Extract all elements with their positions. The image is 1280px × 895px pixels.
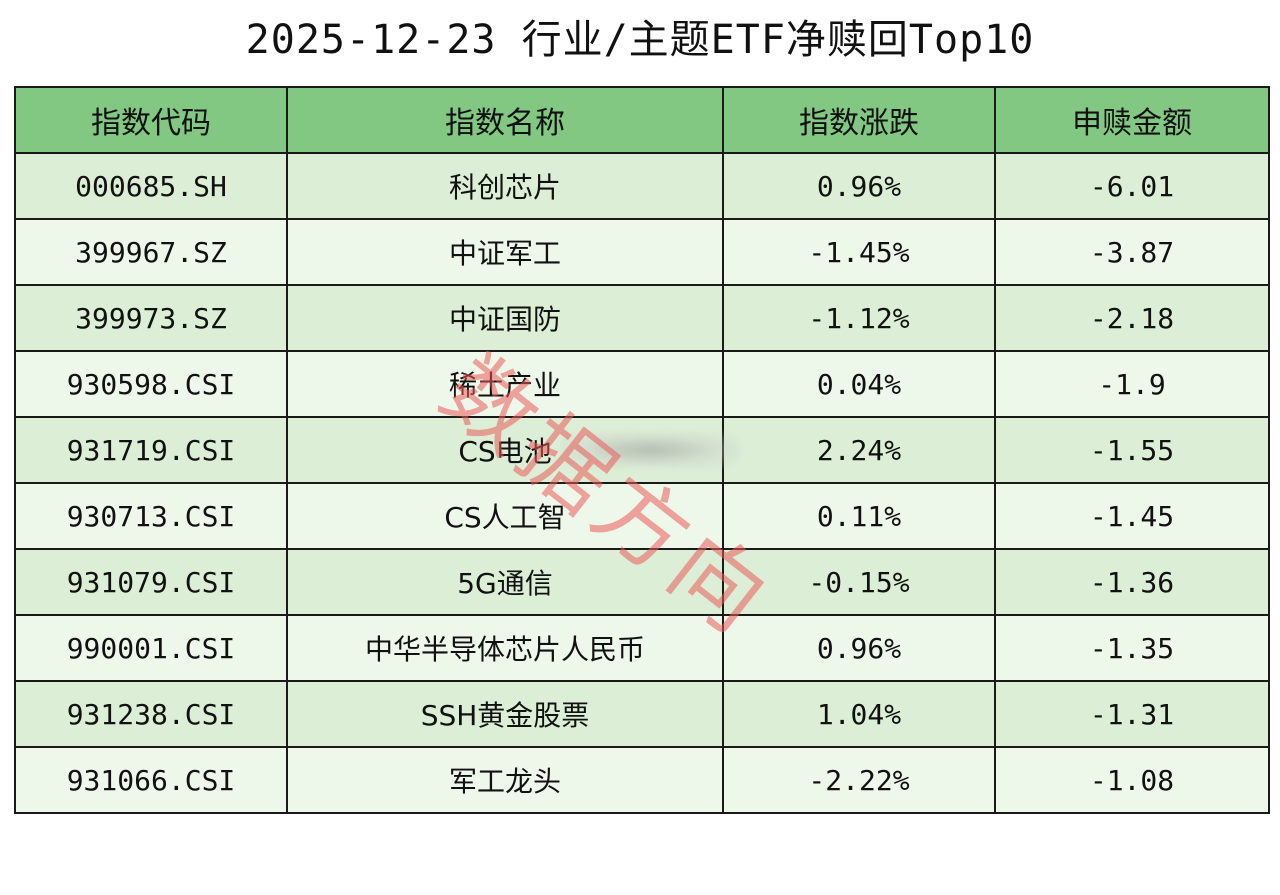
cell-index-name: SSH黄金股票 [286,680,724,748]
table-row: 000685.SH 科创芯片 0.96% -6.01 [14,152,1270,220]
cell-index-code: 399973.SZ [14,284,288,352]
cell-redemption-amount: -6.01 [994,152,1270,220]
cell-index-code: 930598.CSI [14,350,288,418]
cell-index-name: 中华半导体芯片人民币 [286,614,724,682]
table-row: 931079.CSI 5G通信 -0.15% -1.36 [14,548,1270,616]
cell-redemption-amount: -1.08 [994,746,1270,814]
cell-redemption-amount: -1.35 [994,614,1270,682]
table-row: 930598.CSI 稀土产业 0.04% -1.9 [14,350,1270,418]
table-row: 930713.CSI CS人工智 0.11% -1.45 [14,482,1270,550]
cell-redemption-amount: -1.31 [994,680,1270,748]
cell-index-change: 0.96% [722,614,996,682]
cell-index-code: 931238.CSI [14,680,288,748]
cell-index-code: 931719.CSI [14,416,288,484]
table-header-row: 指数代码 指数名称 指数涨跌 申赎金额 [14,86,1270,154]
header-index-change: 指数涨跌 [722,86,996,154]
table-row: 990001.CSI 中华半导体芯片人民币 0.96% -1.35 [14,614,1270,682]
cell-redemption-amount: -1.9 [994,350,1270,418]
cell-index-code: 931066.CSI [14,746,288,814]
cell-index-name: 5G通信 [286,548,724,616]
cell-index-code: 990001.CSI [14,614,288,682]
cell-index-name: CS人工智 [286,482,724,550]
cell-redemption-amount: -1.55 [994,416,1270,484]
cell-index-change: -0.15% [722,548,996,616]
cell-index-change: 0.04% [722,350,996,418]
cell-redemption-amount: -1.36 [994,548,1270,616]
cell-index-change: -1.45% [722,218,996,286]
cell-index-name: 科创芯片 [286,152,724,220]
cell-index-code: 931079.CSI [14,548,288,616]
cell-index-code: 930713.CSI [14,482,288,550]
cell-redemption-amount: -2.18 [994,284,1270,352]
table-row: 931066.CSI 军工龙头 -2.22% -1.08 [14,746,1270,814]
table-row: 931719.CSI CS电池 2.24% -1.55 [14,416,1270,484]
header-index-name: 指数名称 [286,86,724,154]
header-index-code: 指数代码 [14,86,288,154]
cell-index-change: -2.22% [722,746,996,814]
cell-index-name: CS电池 [286,416,724,484]
page-title: 2025-12-23 行业/主题ETF净赎回Top10 [245,17,1035,63]
table-row: 399973.SZ 中证国防 -1.12% -2.18 [14,284,1270,352]
cell-index-name: 中证军工 [286,218,724,286]
cell-redemption-amount: -1.45 [994,482,1270,550]
table-row: 399967.SZ 中证军工 -1.45% -3.87 [14,218,1270,286]
cell-index-name: 稀土产业 [286,350,724,418]
table-row: 931238.CSI SSH黄金股票 1.04% -1.31 [14,680,1270,748]
cell-index-change: -1.12% [722,284,996,352]
header-redemption-amount: 申赎金额 [994,86,1270,154]
cell-redemption-amount: -3.87 [994,218,1270,286]
cell-index-code: 399967.SZ [14,218,288,286]
cell-index-name: 中证国防 [286,284,724,352]
cell-index-code: 000685.SH [14,152,288,220]
cell-index-change: 0.11% [722,482,996,550]
cell-index-change: 0.96% [722,152,996,220]
cell-index-name: 军工龙头 [286,746,724,814]
cell-index-change: 1.04% [722,680,996,748]
etf-redemption-table: 指数代码 指数名称 指数涨跌 申赎金额 000685.SH 科创芯片 0.96%… [14,86,1270,814]
cell-index-change: 2.24% [722,416,996,484]
